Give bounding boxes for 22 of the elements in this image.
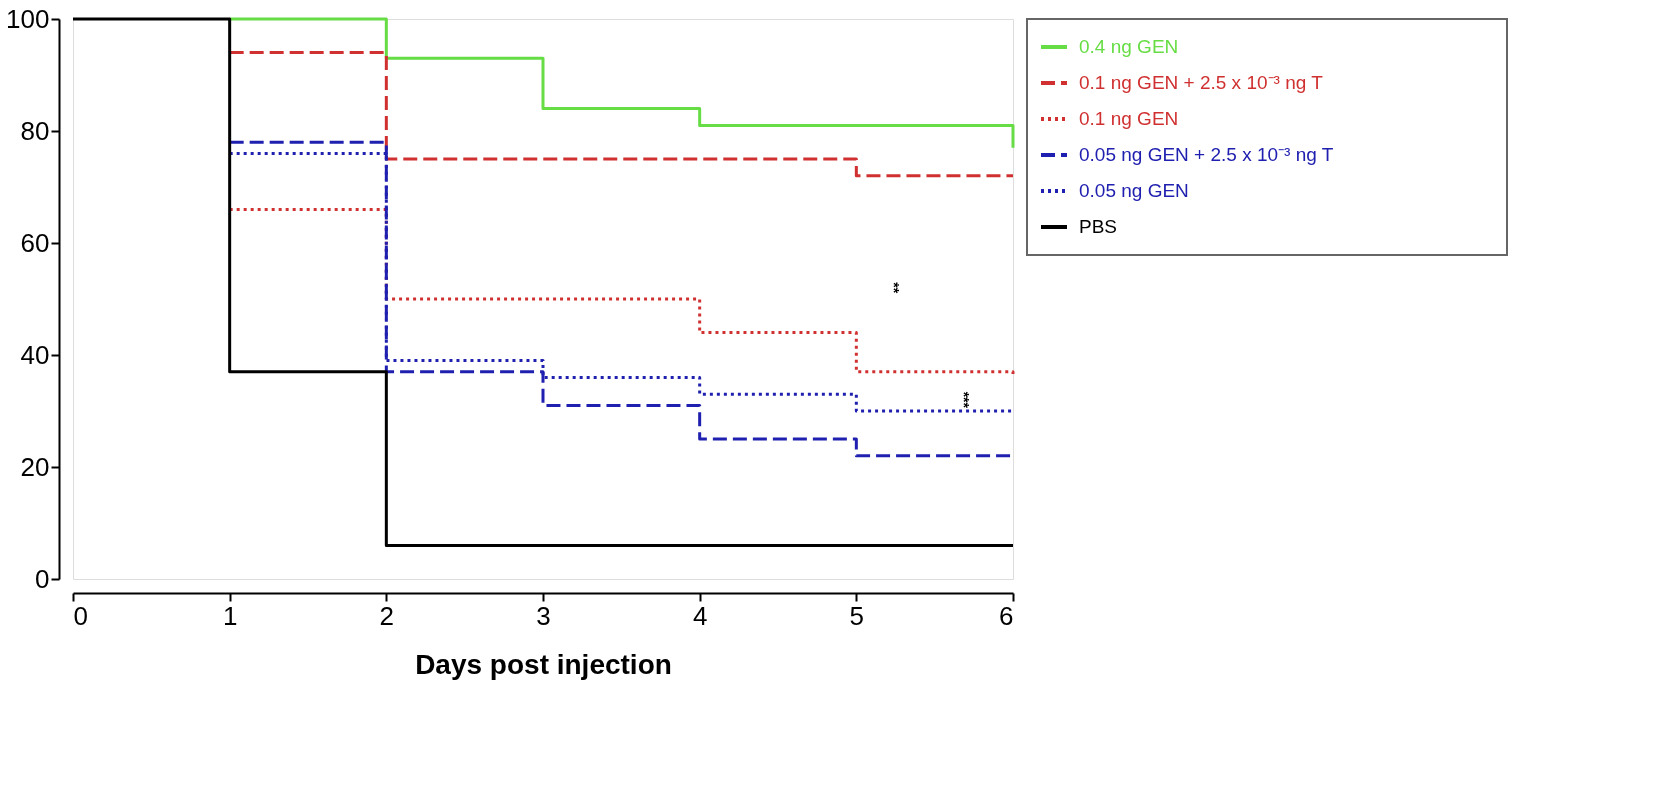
- x-axis-title: Days post injection: [415, 648, 672, 680]
- legend-label: 0.4 ng GEN: [1079, 36, 1179, 57]
- x-tick-label: 4: [692, 600, 708, 631]
- legend-label: 0.1 ng GEN + 2.5 x 10⁻³ ng T: [1079, 72, 1324, 93]
- y-tick-label: 20: [20, 451, 50, 482]
- annotation: **: [886, 282, 902, 294]
- legend-label: PBS: [1079, 216, 1118, 237]
- y-tick-label: 60: [20, 227, 50, 258]
- legend-label: 0.05 ng GEN + 2.5 x 10⁻³ ng T: [1079, 144, 1334, 165]
- legend-label: 0.05 ng GEN: [1079, 180, 1189, 201]
- x-tick-label: 6: [999, 600, 1014, 631]
- y-tick-label: 0: [35, 563, 50, 594]
- y-tick-label: 100: [6, 3, 50, 34]
- y-tick-label: 80: [20, 115, 50, 146]
- x-tick-label: 1: [222, 600, 238, 631]
- annotation: ***: [956, 391, 972, 409]
- x-tick-label: 2: [379, 600, 395, 631]
- x-tick-label: 5: [849, 600, 865, 631]
- x-tick-label: 0: [73, 600, 88, 631]
- y-tick-label: 40: [20, 339, 50, 370]
- x-tick-label: 3: [536, 600, 551, 631]
- legend-label: 0.1 ng GEN: [1079, 108, 1179, 129]
